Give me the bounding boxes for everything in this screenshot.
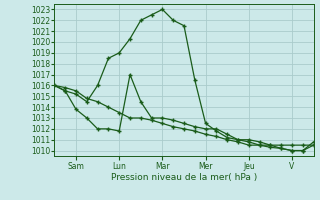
X-axis label: Pression niveau de la mer( hPa ): Pression niveau de la mer( hPa ) xyxy=(111,173,257,182)
